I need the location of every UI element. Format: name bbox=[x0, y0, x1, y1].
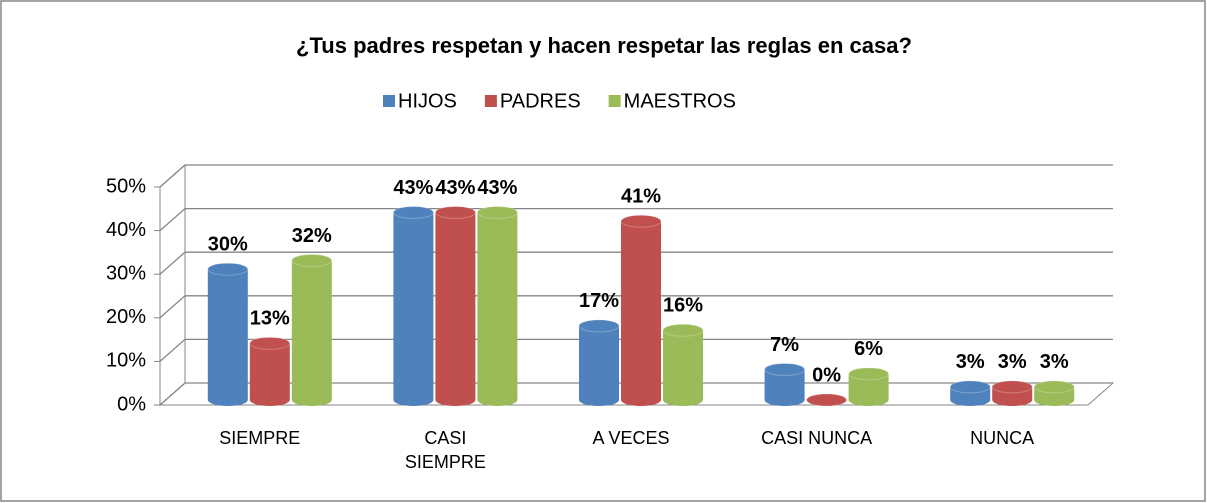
data-label: 32% bbox=[292, 225, 332, 247]
bar-cap bbox=[764, 362, 806, 376]
bar-cap bbox=[949, 380, 991, 394]
grid-line bbox=[159, 164, 1113, 188]
bar-cap bbox=[249, 336, 291, 350]
data-label: 30% bbox=[208, 233, 248, 255]
bar bbox=[621, 221, 661, 400]
data-label: 17% bbox=[579, 290, 619, 312]
side-wall bbox=[159, 163, 186, 407]
data-label: 16% bbox=[663, 295, 703, 317]
legend-swatch bbox=[484, 95, 497, 107]
x-tick-label: CASI NUNCA bbox=[761, 428, 873, 448]
chart-title: ¿Tus padres respetan y hacen respetar la… bbox=[296, 33, 912, 58]
bar bbox=[435, 212, 476, 400]
y-tick-label: 30% bbox=[106, 262, 146, 284]
data-label: 43% bbox=[477, 177, 517, 199]
data-label: 43% bbox=[393, 177, 433, 199]
x-tick-label: CASI SIEMPRE bbox=[404, 428, 486, 472]
y-tick-label: 10% bbox=[106, 350, 146, 372]
bar bbox=[579, 325, 619, 400]
y-tick-label: 0% bbox=[117, 393, 146, 415]
data-label: 3% bbox=[998, 351, 1027, 373]
data-label: 7% bbox=[770, 334, 799, 356]
legend-swatch bbox=[383, 95, 395, 107]
legend-label: MAESTROS bbox=[624, 90, 736, 112]
bar bbox=[663, 330, 703, 400]
y-tick-label: 20% bbox=[106, 306, 146, 328]
legend-label: PADRES bbox=[500, 90, 581, 112]
bar-cap bbox=[620, 214, 662, 228]
legend-swatch bbox=[608, 95, 621, 107]
bar-cap bbox=[291, 253, 333, 267]
bar bbox=[207, 269, 248, 400]
bar-cap bbox=[1033, 380, 1075, 394]
y-tick-label: 50% bbox=[106, 175, 146, 197]
x-tick-label: A VECES bbox=[592, 428, 670, 448]
bar bbox=[249, 343, 290, 400]
bar-cap bbox=[392, 206, 434, 220]
y-tick-label: 40% bbox=[106, 219, 146, 241]
bar-cap bbox=[991, 380, 1033, 394]
x-tick-label: SIEMPRE bbox=[219, 428, 301, 448]
bar bbox=[291, 260, 332, 400]
bar bbox=[477, 212, 518, 400]
data-label: 13% bbox=[250, 308, 290, 330]
bar bbox=[393, 212, 434, 400]
data-label: 43% bbox=[435, 177, 475, 199]
bar-cap bbox=[578, 319, 620, 333]
grid-line bbox=[159, 338, 1113, 362]
data-label: 0% bbox=[812, 364, 841, 386]
bar-cap bbox=[806, 393, 848, 407]
data-label: 41% bbox=[621, 186, 661, 208]
data-label: 3% bbox=[956, 351, 985, 373]
bar-cap bbox=[476, 206, 518, 220]
grid-line bbox=[159, 207, 1113, 232]
bar-cap bbox=[662, 323, 704, 337]
x-tick-label: NUNCA bbox=[970, 428, 1035, 448]
bar-cap bbox=[848, 367, 890, 381]
bar-cap bbox=[434, 206, 476, 220]
legend-label: HIJOS bbox=[398, 90, 457, 112]
grid-line bbox=[159, 251, 1113, 275]
grid-line bbox=[159, 295, 1113, 319]
bar-cap bbox=[207, 262, 249, 276]
data-label: 3% bbox=[1040, 351, 1069, 373]
data-label: 6% bbox=[854, 338, 883, 360]
